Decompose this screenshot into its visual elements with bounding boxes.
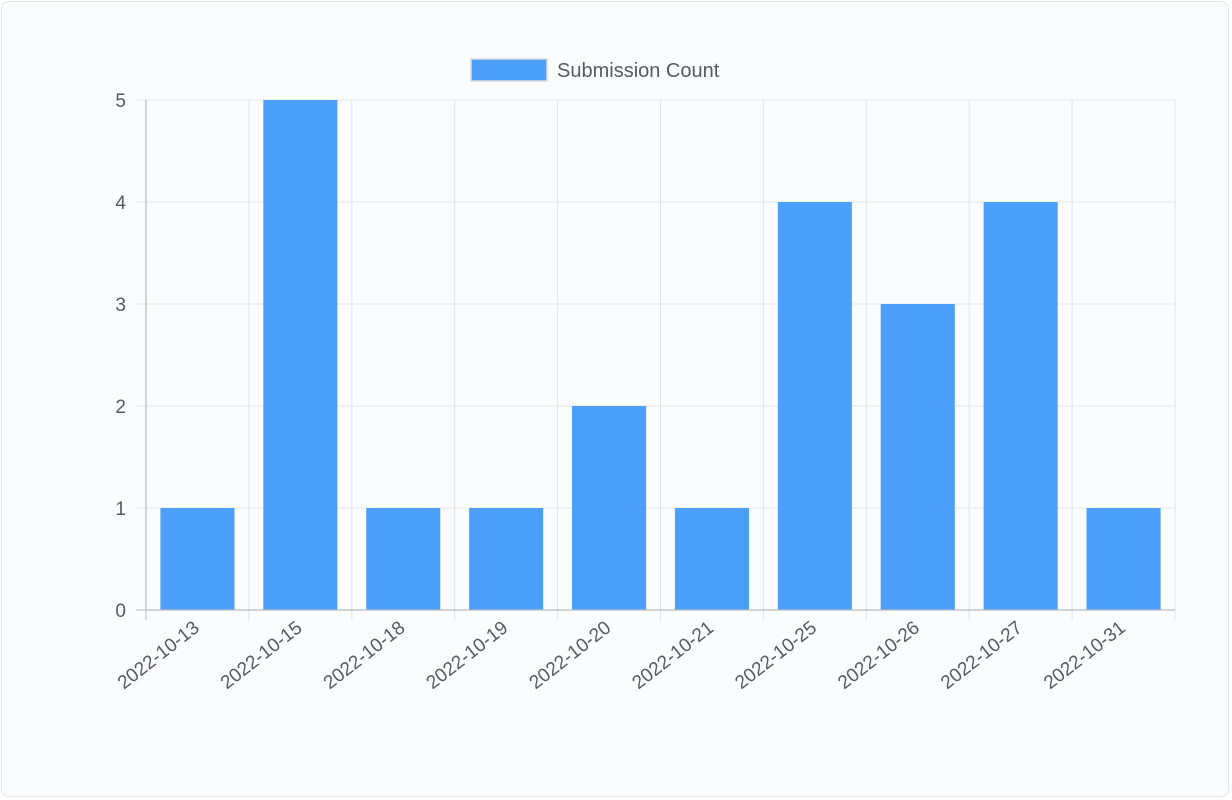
x-tick-labels: 2022-10-13 2022-10-15 2022-10-18 2022-10-19… (114, 617, 1130, 693)
bar[interactable] (1086, 508, 1161, 610)
y-tick-label: 2 (115, 397, 126, 418)
bars (160, 100, 1161, 610)
bar[interactable] (572, 406, 647, 610)
bar[interactable] (366, 508, 441, 610)
x-tick-label: 2022-10-13 (114, 617, 204, 693)
x-tick-label: 2022-10-21 (629, 617, 719, 693)
legend[interactable]: Submission Count (470, 58, 720, 82)
bar[interactable] (160, 508, 235, 610)
bar[interactable] (983, 202, 1058, 610)
x-tick-label: 2022-10-31 (1040, 617, 1130, 693)
axes (145, 100, 1175, 611)
x-tick-label: 2022-10-15 (217, 617, 307, 693)
x-tick-label: 2022-10-27 (937, 617, 1027, 693)
bar[interactable] (469, 508, 544, 610)
legend-swatch (470, 58, 548, 82)
bar[interactable] (880, 304, 955, 610)
bar[interactable] (777, 202, 852, 610)
legend-label: Submission Count (557, 60, 720, 82)
x-tick-label: 2022-10-25 (731, 617, 821, 693)
y-tick-label: 0 (115, 601, 126, 622)
y-tick-label: 3 (115, 295, 126, 316)
x-tick-label: 2022-10-20 (526, 617, 616, 693)
y-tick-labels: 0 1 2 3 4 5 (115, 91, 126, 622)
bar[interactable] (674, 508, 749, 610)
y-tick-label: 5 (115, 91, 126, 112)
x-tick-label: 2022-10-19 (423, 617, 513, 693)
x-tick-label: 2022-10-26 (834, 617, 924, 693)
y-tick-label: 1 (115, 499, 126, 520)
x-tick-label: 2022-10-18 (320, 617, 410, 693)
y-tick-label: 4 (115, 193, 126, 214)
bar[interactable] (263, 100, 338, 610)
